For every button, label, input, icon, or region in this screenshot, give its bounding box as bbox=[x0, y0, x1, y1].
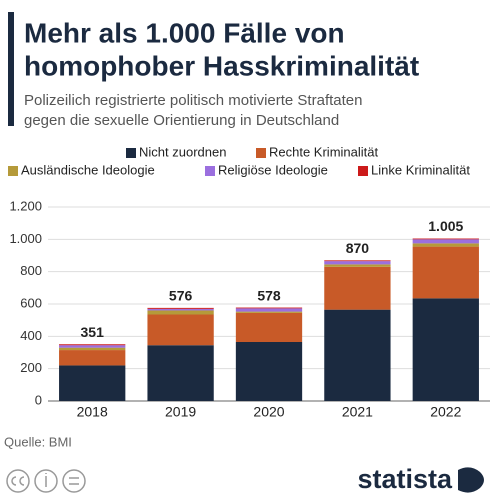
bar-segment bbox=[147, 310, 214, 315]
bar-segment bbox=[59, 365, 126, 401]
bar-segment bbox=[235, 312, 303, 342]
bar-segment bbox=[324, 309, 391, 401]
y-tick-label: 800 bbox=[20, 263, 42, 278]
bar-segment bbox=[147, 314, 214, 346]
chart-title: Mehr als 1.000 Fälle von bbox=[24, 17, 345, 48]
bar-segment bbox=[59, 347, 126, 351]
bar-segment bbox=[324, 264, 391, 267]
bar-segment bbox=[235, 307, 303, 309]
bar-segment bbox=[412, 246, 479, 299]
legend-label: Rechte Kriminalität bbox=[269, 144, 378, 159]
source: Quelle: BMI bbox=[4, 434, 72, 449]
y-tick-label: 400 bbox=[20, 328, 42, 343]
chart-subtitle: Polizeilich registrierte politisch motiv… bbox=[24, 92, 362, 109]
bar-segment bbox=[147, 308, 214, 311]
total-label: 578 bbox=[257, 287, 281, 303]
y-tick-label: 600 bbox=[20, 295, 42, 310]
x-tick-label: 2019 bbox=[165, 404, 196, 420]
bar-segment bbox=[412, 298, 479, 401]
legend-swatch bbox=[358, 166, 368, 176]
bar-segment bbox=[235, 341, 303, 401]
bar-segment bbox=[235, 308, 303, 312]
bar-segment bbox=[59, 350, 126, 366]
legend-label: Linke Kriminalität bbox=[371, 162, 470, 177]
legend-swatch bbox=[126, 148, 136, 158]
icon bbox=[34, 469, 58, 493]
total-label: 1.005 bbox=[428, 218, 463, 234]
y-tick-label: 200 bbox=[20, 360, 42, 375]
chart-subtitle: gegen die sexuelle Orientierung in Deuts… bbox=[24, 112, 339, 129]
chart-title: homophober Hasskriminalität bbox=[24, 50, 419, 81]
legend-swatch bbox=[205, 166, 215, 176]
icon bbox=[6, 469, 30, 493]
y-tick-label: 0 bbox=[35, 392, 42, 407]
y-tick-label: 1.000 bbox=[9, 231, 42, 246]
legend-swatch bbox=[8, 166, 18, 176]
bar-segment bbox=[59, 345, 126, 348]
total-label: 351 bbox=[81, 324, 105, 340]
legend-label: Nicht zuordnen bbox=[139, 144, 226, 159]
bar-segment bbox=[147, 307, 214, 309]
brand: statista bbox=[357, 464, 453, 494]
title-accent bbox=[8, 12, 14, 126]
bar-segment bbox=[324, 261, 391, 265]
x-tick-label: 2022 bbox=[430, 404, 461, 420]
x-tick-label: 2020 bbox=[253, 404, 284, 420]
bar-segment bbox=[412, 239, 479, 244]
license-icons bbox=[6, 469, 86, 493]
bar-segment bbox=[324, 266, 391, 310]
legend-label: Religiöse Ideologie bbox=[218, 162, 328, 177]
bar-segment bbox=[412, 243, 479, 247]
bar-segment bbox=[412, 238, 479, 240]
total-label: 576 bbox=[169, 288, 193, 304]
x-tick-label: 2018 bbox=[77, 404, 108, 420]
y-tick-label: 1.200 bbox=[9, 198, 42, 213]
bar-segment bbox=[324, 260, 391, 262]
icon-glyph bbox=[69, 477, 79, 485]
bar-segment bbox=[235, 311, 303, 313]
x-tick-label: 2021 bbox=[342, 404, 373, 420]
bar-segment bbox=[147, 345, 214, 401]
legend-swatch bbox=[256, 148, 266, 158]
legend-label: Ausländische Ideologie bbox=[21, 162, 155, 177]
icon bbox=[62, 469, 86, 493]
bar-segment bbox=[59, 344, 126, 346]
icon-glyph bbox=[11, 476, 25, 486]
total-label: 870 bbox=[346, 240, 370, 256]
brand-logo bbox=[458, 467, 484, 493]
